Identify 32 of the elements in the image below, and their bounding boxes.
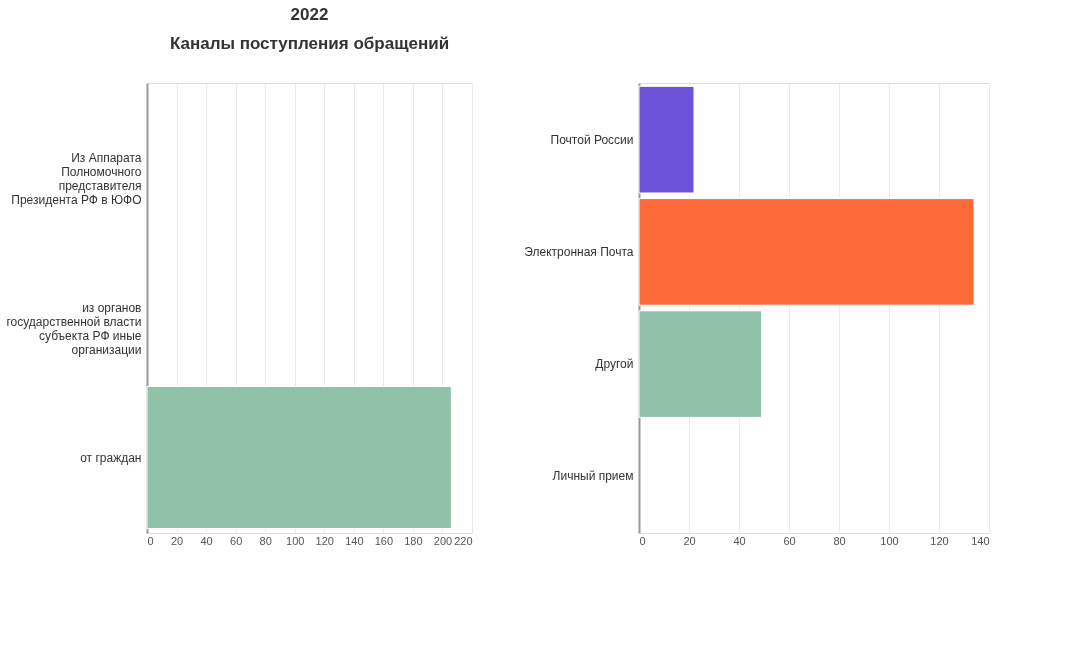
x-tick-label: 60 <box>783 534 796 547</box>
y-tick-label: Из Аппарата Полномочного представителя Президента РФ в ЮФО <box>11 151 142 208</box>
x-tick-label: 0 <box>639 534 646 547</box>
x-tick-label: 180 <box>404 534 423 547</box>
x-tick-label: 100 <box>286 534 305 547</box>
y-tick-label: Почтой России <box>550 132 634 147</box>
x-tick-label: 120 <box>315 534 334 547</box>
y-tick-label: Личный прием <box>552 469 634 484</box>
bar <box>638 85 695 194</box>
x-tick-label: 20 <box>170 534 184 547</box>
x-tick-label: 60 <box>230 534 243 547</box>
x-tick-label: 80 <box>259 534 272 547</box>
chart-title: 2022 <box>290 5 329 24</box>
x-tick-label: 0 <box>147 534 154 547</box>
y-tick-label: от граждан <box>80 450 142 465</box>
x-tick-label: 40 <box>733 534 746 547</box>
bar <box>638 198 975 306</box>
x-tick-label: 100 <box>880 534 899 547</box>
x-tick-label: 140 <box>971 534 990 547</box>
chart-subtitle: Каналы поступления обращений <box>169 34 450 53</box>
x-tick-label: 120 <box>930 534 949 547</box>
x-tick-label: 160 <box>374 534 394 547</box>
x-tick-label: 20 <box>683 534 696 547</box>
x-tick-label: 220 <box>454 534 473 547</box>
x-tick-label: 200 <box>433 534 453 547</box>
bar <box>638 310 762 418</box>
x-tick-label: 40 <box>200 534 213 547</box>
y-tick-label: Электронная Почта <box>524 244 634 259</box>
y-tick-label: Другой <box>595 357 634 372</box>
x-tick-label: 140 <box>345 534 364 547</box>
x-tick-label: 80 <box>833 534 846 547</box>
y-tick-label: из органов государственной власти субъекта РФ иные организации <box>6 301 142 357</box>
